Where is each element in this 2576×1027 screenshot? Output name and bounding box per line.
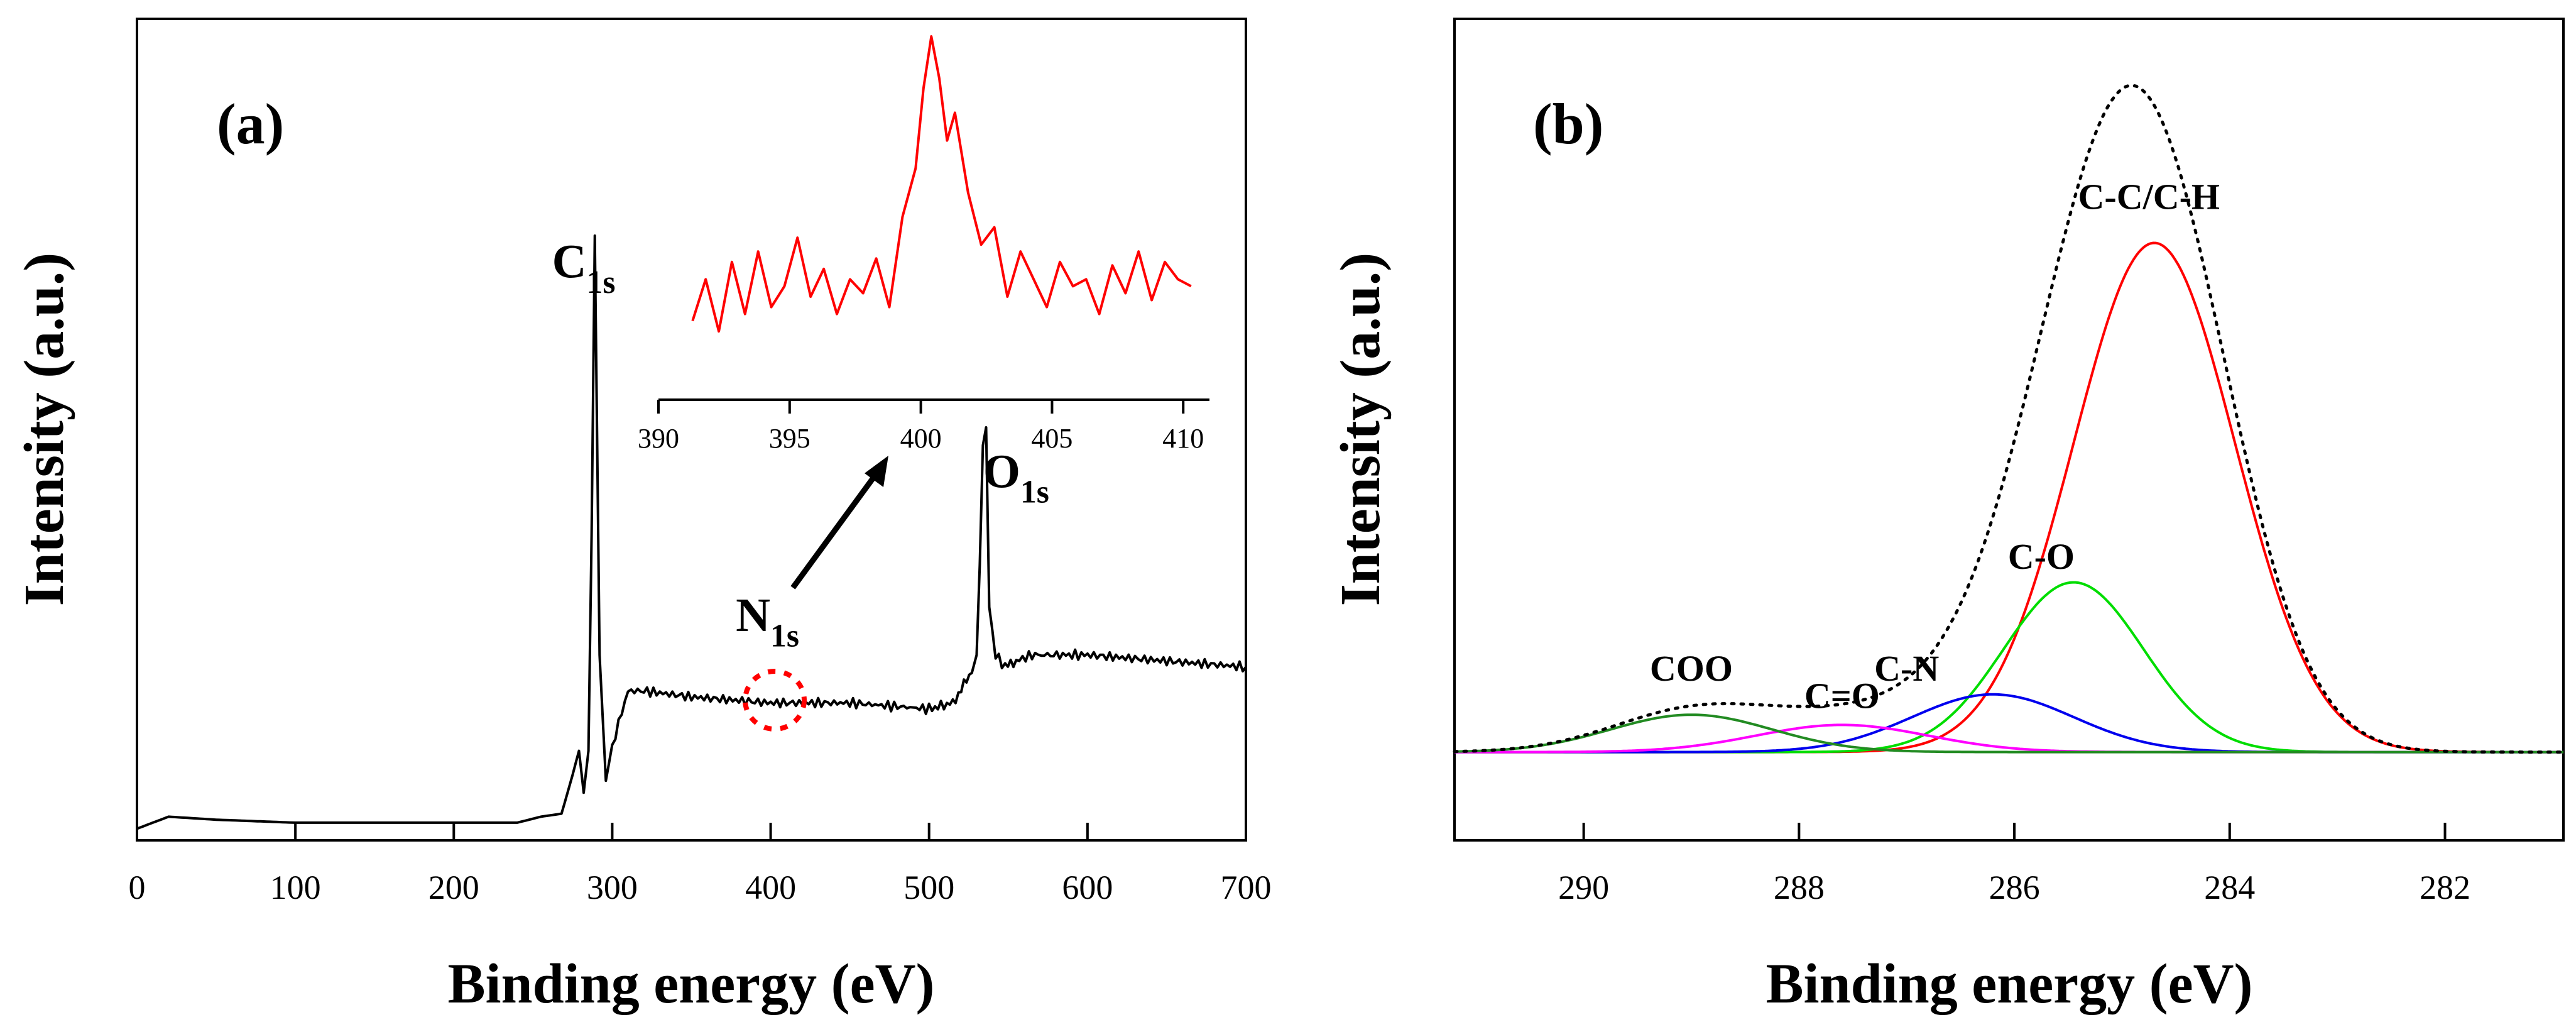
panel-b-series-c-c-c-h xyxy=(1454,241,2563,754)
panel-b-x-tick-label: 282 xyxy=(2420,869,2470,906)
panel-a-x-tick-label: 400 xyxy=(745,869,796,906)
panel-a-arrow-line xyxy=(790,471,880,590)
panel-b-annotation: C-C/C-H xyxy=(2078,176,2220,217)
inset-n1s-line xyxy=(691,35,1192,333)
panel-b-series-coo xyxy=(1454,713,2563,754)
panel-a: 0 100 200 300 400 500 600 700 (a) Binding energ… xyxy=(13,18,1272,1015)
panel-b-series-envelope xyxy=(1453,84,2565,754)
panel-b-x-tick-label: 284 xyxy=(2204,869,2255,906)
panel-b-fit-lines xyxy=(1453,84,2565,754)
inset-x-tick-label: 400 xyxy=(900,423,942,454)
panel-b-plot-frame xyxy=(1453,18,2565,842)
panel-a-survey-line xyxy=(136,234,1247,830)
panel-a-annotation-text: N xyxy=(736,589,770,642)
panel-a-annotation: C1s xyxy=(552,236,616,300)
panel-a-plot-frame xyxy=(136,18,1247,842)
panel-b-annotation: COO xyxy=(1650,648,1733,689)
panel-a-arrow-head xyxy=(865,456,888,487)
panel-b-annotation: C-N xyxy=(1874,648,1939,689)
panel-a-annotation: O1s xyxy=(983,445,1049,510)
panel-b-y-axis-label: Intensity (a.u.) xyxy=(1329,253,1392,607)
inset-x-tick-label: 395 xyxy=(769,423,810,454)
panel-a-x-tick-label: 500 xyxy=(903,869,954,906)
panel-b-annotation: C=O xyxy=(1804,675,1880,716)
panel-b-annotation: C-O xyxy=(2008,536,2075,577)
panel-a-label: (a) xyxy=(217,92,284,156)
panel-b-label: (b) xyxy=(1533,92,1603,156)
panel-a-annotation-text: C xyxy=(552,236,587,288)
panel-a-x-axis-label: Binding energy (eV) xyxy=(448,953,935,1015)
panel-b: 290 288 286 284 282 (b) Binding energy (eV) … xyxy=(1329,18,2565,1015)
panel-b-annotation-text: C-O xyxy=(2008,536,2075,577)
panel-a-annotation-text: O xyxy=(983,445,1020,498)
panel-b-annotation-text: C-C/C-H xyxy=(2078,176,2220,217)
panel-b-annotation-text: C-N xyxy=(1874,648,1939,689)
panel-b-x-tick-label: 290 xyxy=(1558,869,1609,906)
panel-b-series-c-o xyxy=(1454,723,2563,754)
panel-a-x-tick-label: 700 xyxy=(1221,869,1272,906)
inset-x-tick-label: 390 xyxy=(638,423,679,454)
panel-a-x-tick-label: 300 xyxy=(587,869,638,906)
panel-b-annotation-text: COO xyxy=(1650,648,1733,689)
panel-a-annotation-subscript: 1s xyxy=(770,618,799,654)
panel-b-x-axis-label: Binding energy (eV) xyxy=(1766,953,2253,1015)
panel-b-x-tick-label: 286 xyxy=(1989,869,2040,906)
panel-a-x-tick-label: 0 xyxy=(129,869,146,906)
panel-a-n1s-highlight-circle xyxy=(743,669,807,732)
panel-a-inset: 390 395 400 405 410 xyxy=(638,35,1209,454)
panel-a-x-ticks: 0 100 200 300 400 500 600 700 xyxy=(129,823,1272,906)
panel-a-x-tick-label: 100 xyxy=(270,869,321,906)
panel-b-annotation-text: C=O xyxy=(1804,675,1880,716)
panel-a-annotation: N1s xyxy=(736,589,799,654)
panel-a-annotation-subscript: 1s xyxy=(587,265,616,300)
panel-b-component-labels: C-C/C-H C-O C-NC=O COO xyxy=(1650,176,2220,716)
panel-b-x-tick-label: 288 xyxy=(1774,869,1825,906)
inset-x-ticks: 390 395 400 405 410 xyxy=(638,400,1204,454)
panel-a-annotation-subscript: 1s xyxy=(1020,475,1049,510)
panel-a-y-axis-label: Intensity (a.u.) xyxy=(13,253,75,607)
panel-a-x-tick-label: 600 xyxy=(1062,869,1113,906)
panel-a-x-tick-label: 200 xyxy=(428,869,479,906)
inset-x-tick-label: 410 xyxy=(1162,423,1204,454)
inset-x-tick-label: 405 xyxy=(1031,423,1072,454)
panel-b-x-ticks: 290 288 286 284 282 xyxy=(1558,823,2470,906)
